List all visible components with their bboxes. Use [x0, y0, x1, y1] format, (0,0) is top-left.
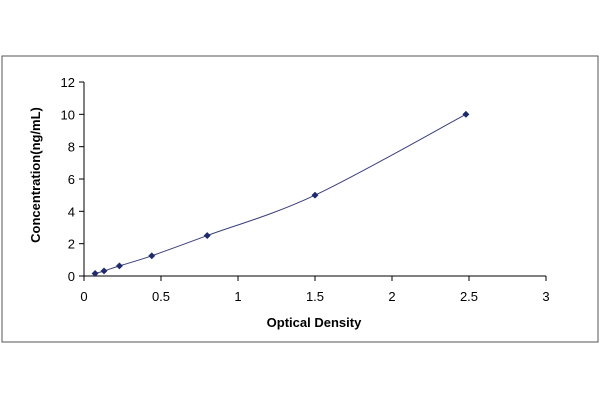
- data-point: [311, 191, 319, 199]
- y-tick-label: 2: [68, 237, 75, 252]
- x-tick-label: 2: [388, 289, 395, 304]
- x-tick-label: 0.5: [152, 289, 170, 304]
- axes: 0 2 4 6 8 10 12 0 0.5 1 1.5 2 2.5 3: [61, 75, 550, 304]
- x-axis-title: Optical Density: [267, 315, 362, 330]
- x-tick-label: 0: [80, 289, 87, 304]
- chart-outer-frame: [1, 55, 599, 343]
- y-tick-label: 0: [68, 269, 75, 284]
- data-point: [115, 262, 123, 270]
- y-tick-label: 8: [68, 140, 75, 155]
- data-point: [203, 232, 211, 240]
- data-point: [100, 267, 108, 275]
- y-tick-label: 6: [68, 172, 75, 187]
- y-tick-label: 12: [61, 75, 75, 90]
- x-tick-label: 1: [234, 289, 241, 304]
- x-tick-label: 2.5: [460, 289, 478, 304]
- y-axis-title: Concentration(ng/mL): [28, 107, 43, 243]
- x-tick-label: 1.5: [306, 289, 324, 304]
- data-point: [91, 269, 99, 278]
- data-point: [462, 110, 470, 118]
- data-points: [91, 110, 470, 278]
- y-tick-label: 4: [68, 204, 75, 219]
- data-point: [148, 252, 156, 260]
- x-tick-label: 3: [542, 289, 549, 304]
- y-tick-label: 10: [61, 107, 75, 122]
